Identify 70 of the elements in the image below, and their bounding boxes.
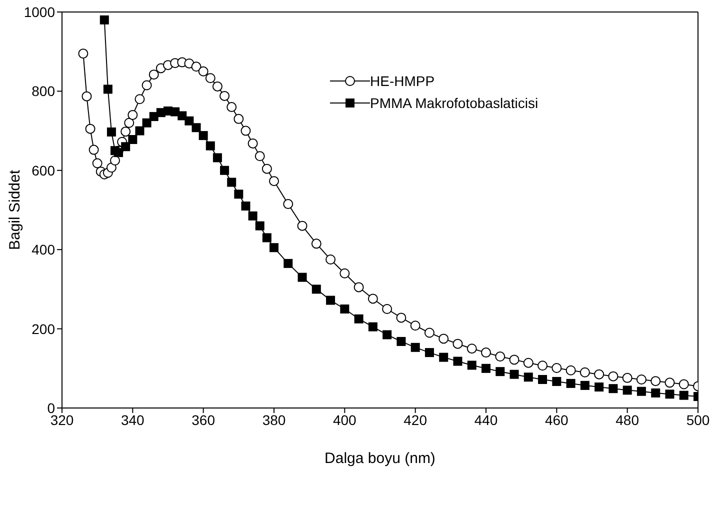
point	[100, 15, 109, 24]
point	[552, 376, 562, 386]
point	[453, 356, 462, 366]
point	[538, 374, 548, 384]
point	[368, 322, 378, 332]
x-tick-label: 460	[544, 412, 569, 428]
y-tick-label: 400	[32, 242, 56, 258]
point	[103, 84, 112, 94]
point	[262, 233, 272, 242]
point	[248, 211, 258, 220]
legend-label: PMMA Makrofotobaslaticisi	[370, 95, 538, 111]
point	[382, 330, 392, 340]
point	[496, 367, 505, 376]
point	[608, 384, 618, 394]
point	[135, 126, 144, 136]
point	[270, 243, 278, 252]
x-tick-label: 440	[474, 412, 498, 428]
point	[114, 148, 124, 158]
point	[665, 390, 674, 399]
point	[198, 131, 208, 140]
point	[566, 378, 576, 388]
point	[594, 382, 604, 392]
point	[340, 304, 350, 314]
point	[354, 314, 364, 324]
point	[206, 141, 215, 150]
point	[255, 221, 264, 230]
point	[212, 153, 222, 162]
point	[142, 118, 152, 128]
point	[482, 364, 490, 373]
y-tick-label: 200	[32, 320, 56, 337]
x-axis-title: Dalga boyu (nm)	[324, 450, 436, 467]
point	[241, 202, 250, 211]
point	[192, 123, 201, 132]
point	[636, 386, 646, 396]
point	[410, 342, 420, 352]
point	[439, 352, 448, 362]
point	[178, 111, 187, 120]
point	[524, 372, 533, 382]
y-tick-label: 1000	[24, 4, 56, 20]
point	[312, 284, 321, 294]
legend-label: HE-HMPP	[370, 73, 435, 89]
point	[220, 166, 230, 175]
y-axis-title: Bagil Siddet	[6, 169, 24, 250]
point	[128, 135, 138, 144]
point	[510, 370, 519, 379]
point	[184, 116, 194, 126]
point	[396, 336, 406, 346]
x-tick-label: 340	[120, 412, 145, 428]
point	[679, 390, 688, 400]
point	[121, 142, 130, 152]
point	[622, 386, 632, 395]
point	[651, 388, 660, 398]
x-tick-label: 400	[332, 412, 357, 428]
point	[467, 360, 476, 370]
y-tick-label: 800	[32, 83, 56, 100]
point	[424, 348, 434, 358]
point	[298, 272, 307, 282]
point	[284, 258, 293, 268]
y-tick-label: 0	[47, 400, 56, 416]
y-tick-label: 600	[32, 162, 56, 178]
x-tick-label: 500	[686, 412, 710, 428]
x-tick-label: 380	[262, 412, 286, 428]
point	[106, 127, 116, 136]
x-tick-label: 480	[616, 412, 640, 428]
point	[234, 190, 244, 199]
point	[227, 178, 236, 187]
point	[580, 380, 590, 390]
x-tick-label: 420	[404, 412, 428, 428]
x-tick-label: 360	[192, 412, 216, 428]
point	[326, 296, 336, 305]
